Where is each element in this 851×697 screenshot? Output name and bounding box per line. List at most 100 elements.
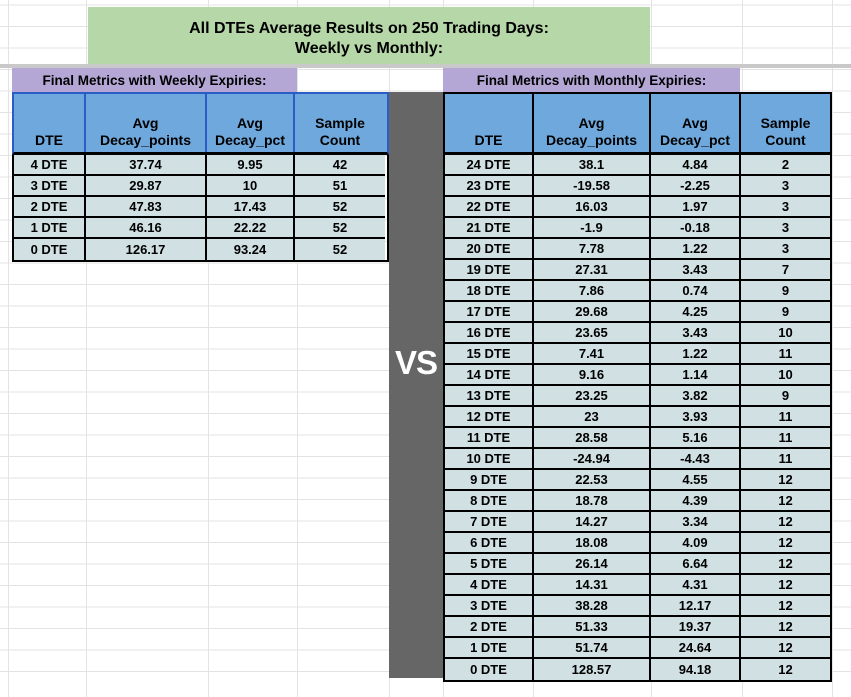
dte-cell[interactable]: 1 DTE [14, 218, 86, 239]
value-cell[interactable]: 12 [741, 470, 830, 491]
value-cell[interactable]: 12 [741, 575, 830, 596]
value-cell[interactable]: 14.27 [534, 512, 651, 533]
value-cell[interactable]: 2 [741, 155, 830, 176]
value-cell[interactable]: 4.25 [651, 302, 741, 323]
dte-cell[interactable]: 4 DTE [445, 575, 534, 596]
value-cell[interactable]: 47.83 [86, 197, 207, 218]
value-cell[interactable]: 12 [741, 617, 830, 638]
value-cell[interactable]: 52 [295, 218, 385, 239]
value-cell[interactable]: 1.22 [651, 239, 741, 260]
dte-cell[interactable]: 2 DTE [445, 617, 534, 638]
dte-cell[interactable]: 10 DTE [445, 449, 534, 470]
dte-cell[interactable]: 7 DTE [445, 512, 534, 533]
value-cell[interactable]: 17.43 [207, 197, 295, 218]
value-cell[interactable]: 29.68 [534, 302, 651, 323]
dte-cell[interactable]: 8 DTE [445, 491, 534, 512]
dte-cell[interactable]: 14 DTE [445, 365, 534, 386]
value-cell[interactable]: 11 [741, 344, 830, 365]
column-header[interactable]: DTE [14, 94, 86, 152]
value-cell[interactable]: 3.43 [651, 260, 741, 281]
vs-separator-column[interactable]: VS [389, 92, 443, 678]
dte-cell[interactable]: 23 DTE [445, 176, 534, 197]
dte-cell[interactable]: 19 DTE [445, 260, 534, 281]
value-cell[interactable]: 7.86 [534, 281, 651, 302]
value-cell[interactable]: 12 [741, 491, 830, 512]
title-banner[interactable]: All DTEs Average Results on 250 Trading … [88, 7, 650, 64]
value-cell[interactable]: 22.53 [534, 470, 651, 491]
value-cell[interactable]: 9.95 [207, 155, 295, 176]
dte-cell[interactable]: 3 DTE [445, 596, 534, 617]
weekly-section-title[interactable]: Final Metrics with Weekly Expiries: [12, 68, 297, 92]
dte-cell[interactable]: 5 DTE [445, 554, 534, 575]
dte-cell[interactable]: 15 DTE [445, 344, 534, 365]
value-cell[interactable]: 11 [741, 428, 830, 449]
value-cell[interactable]: 6.64 [651, 554, 741, 575]
value-cell[interactable]: -19.58 [534, 176, 651, 197]
dte-cell[interactable]: 24 DTE [445, 155, 534, 176]
value-cell[interactable]: 94.18 [651, 659, 741, 680]
value-cell[interactable]: 12 [741, 512, 830, 533]
dte-cell[interactable]: 4 DTE [14, 155, 86, 176]
value-cell[interactable]: 10 [741, 365, 830, 386]
column-header[interactable]: Avg Decay_points [86, 94, 207, 152]
value-cell[interactable]: 16.03 [534, 197, 651, 218]
value-cell[interactable]: -1.9 [534, 218, 651, 239]
value-cell[interactable]: 9 [741, 302, 830, 323]
column-header[interactable]: Sample Count [741, 94, 830, 152]
value-cell[interactable]: 11 [741, 449, 830, 470]
dte-cell[interactable]: 2 DTE [14, 197, 86, 218]
column-header[interactable]: Avg Decay_points [534, 94, 651, 152]
dte-cell[interactable]: 6 DTE [445, 533, 534, 554]
value-cell[interactable]: 51.74 [534, 638, 651, 659]
value-cell[interactable]: 28.58 [534, 428, 651, 449]
value-cell[interactable]: -2.25 [651, 176, 741, 197]
value-cell[interactable]: 9 [741, 386, 830, 407]
value-cell[interactable]: 46.16 [86, 218, 207, 239]
value-cell[interactable]: 12 [741, 659, 830, 680]
monthly-section-title[interactable]: Final Metrics with Monthly Expiries: [443, 68, 740, 92]
value-cell[interactable]: 3.82 [651, 386, 741, 407]
dte-cell[interactable]: 3 DTE [14, 176, 86, 197]
value-cell[interactable]: 23.25 [534, 386, 651, 407]
value-cell[interactable]: 7.41 [534, 344, 651, 365]
value-cell[interactable]: 29.87 [86, 176, 207, 197]
value-cell[interactable]: 51 [295, 176, 385, 197]
value-cell[interactable]: 52 [295, 239, 385, 260]
dte-cell[interactable]: 1 DTE [445, 638, 534, 659]
value-cell[interactable]: -4.43 [651, 449, 741, 470]
value-cell[interactable]: 9 [741, 281, 830, 302]
value-cell[interactable]: 7 [741, 260, 830, 281]
value-cell[interactable]: 3 [741, 218, 830, 239]
dte-cell[interactable]: 18 DTE [445, 281, 534, 302]
value-cell[interactable]: 5.16 [651, 428, 741, 449]
value-cell[interactable]: 128.57 [534, 659, 651, 680]
value-cell[interactable]: 24.64 [651, 638, 741, 659]
value-cell[interactable]: 12 [741, 533, 830, 554]
value-cell[interactable]: 42 [295, 155, 385, 176]
dte-cell[interactable]: 17 DTE [445, 302, 534, 323]
value-cell[interactable]: 0.74 [651, 281, 741, 302]
value-cell[interactable]: 12 [741, 554, 830, 575]
value-cell[interactable]: 22.22 [207, 218, 295, 239]
value-cell[interactable]: 4.39 [651, 491, 741, 512]
value-cell[interactable]: 4.09 [651, 533, 741, 554]
dte-cell[interactable]: 13 DTE [445, 386, 534, 407]
value-cell[interactable]: 23 [534, 407, 651, 428]
value-cell[interactable]: 10 [741, 323, 830, 344]
value-cell[interactable]: 3.34 [651, 512, 741, 533]
value-cell[interactable]: -0.18 [651, 218, 741, 239]
dte-cell[interactable]: 21 DTE [445, 218, 534, 239]
value-cell[interactable]: 18.08 [534, 533, 651, 554]
value-cell[interactable]: 4.55 [651, 470, 741, 491]
dte-cell[interactable]: 22 DTE [445, 197, 534, 218]
value-cell[interactable]: 38.28 [534, 596, 651, 617]
value-cell[interactable]: 3 [741, 239, 830, 260]
value-cell[interactable]: 14.31 [534, 575, 651, 596]
dte-cell[interactable]: 16 DTE [445, 323, 534, 344]
value-cell[interactable]: -24.94 [534, 449, 651, 470]
value-cell[interactable]: 7.78 [534, 239, 651, 260]
value-cell[interactable]: 4.31 [651, 575, 741, 596]
column-header[interactable]: Avg Decay_pct [651, 94, 741, 152]
value-cell[interactable]: 4.84 [651, 155, 741, 176]
value-cell[interactable]: 37.74 [86, 155, 207, 176]
